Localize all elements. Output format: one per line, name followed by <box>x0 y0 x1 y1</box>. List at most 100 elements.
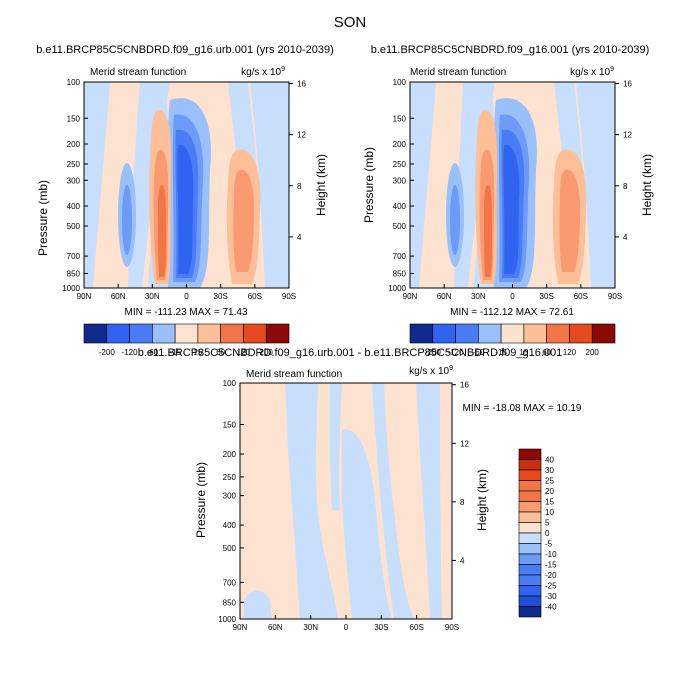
panel-1-y-tick-label: 300 <box>67 176 81 185</box>
panel-3-y-tick-label: 700 <box>223 578 237 587</box>
panel-2-contour <box>559 169 581 272</box>
figure-title: SON <box>334 14 367 31</box>
panel-1-colorbar-label: 120 <box>237 348 251 357</box>
panel-2-y-tick-label: 250 <box>393 160 407 169</box>
panel-3-contour <box>416 383 442 619</box>
panel-3-plot <box>239 382 453 620</box>
panel-1-x-tick-label: 30S <box>214 292 228 301</box>
panel-3-colorbar-label: -10 <box>545 550 557 559</box>
panel-1-y-tick-label: 100 <box>67 78 81 87</box>
panel-2-ylabel-right: Height (km) <box>640 154 654 216</box>
panel-1: b.e11.BRCP85C5CNBDRD.f09_g16.urb.001 (yr… <box>36 44 334 357</box>
panel-2-colorbar-label: 15 <box>519 348 528 357</box>
panel-3-colorbar-label: -15 <box>545 561 557 570</box>
panel-2-y-right-tick-label: 16 <box>623 80 632 89</box>
panel-1-colorbar-box <box>220 323 244 344</box>
panel-3: b.e11.BRCP85C5CNBDRD.f09_g16.urb.001 - b… <box>138 347 582 632</box>
panel-1-y-tick-label: 850 <box>67 269 81 278</box>
panel-2-colorbar-label: 60 <box>542 348 551 357</box>
panel-2-contour <box>410 82 436 288</box>
panel-1-x-tick-label: 0 <box>184 292 189 301</box>
panel-1-colorbar-box <box>129 323 153 344</box>
panel-2-y-tick-label: 100 <box>393 78 407 87</box>
panel-1-y-tick-label: 150 <box>67 114 81 123</box>
panel-1-y-right-tick-label: 12 <box>297 131 306 140</box>
panel-3-colorbar-label: 20 <box>545 487 554 496</box>
panel-3-colorbar-box <box>518 532 542 544</box>
panel-3-colorbar-label: -20 <box>545 571 557 580</box>
panel-2: b.e11.BRCP85C5CNBDRD.f09_g16.001 (yrs 20… <box>362 44 654 357</box>
panel-1-colorbar-label: 200 <box>260 348 274 357</box>
panel-2-contour <box>484 185 492 277</box>
panel-2-left-label: Merid stream function <box>410 67 506 78</box>
panel-1-left-label: Merid stream function <box>90 67 186 78</box>
panel-1-colorbar-label: -60 <box>147 348 159 357</box>
panel-3-y-right-tick-label: 16 <box>460 381 469 390</box>
panel-1-y-right-tick-label: 16 <box>297 80 306 89</box>
panel-1-contour <box>122 185 132 255</box>
panel-2-y-tick-label: 850 <box>393 269 407 278</box>
panel-1-minmax: MIN = -111.23 MAX = 71.43 <box>124 307 247 318</box>
panel-3-colorbar-box <box>518 606 542 618</box>
panel-3-colorbar-label: -30 <box>545 592 557 601</box>
panel-3-contour <box>342 429 392 619</box>
panel-3-colorbar-box <box>518 543 542 555</box>
panel-3-colorbar-box <box>518 490 542 502</box>
panel-3-x-tick-label: 90S <box>445 623 459 632</box>
panel-2-colorbar-box <box>409 323 434 344</box>
panel-2-x-tick-label: 90N <box>403 292 418 301</box>
panel-3-colorbar-label: 15 <box>545 498 554 507</box>
panel-1-contour <box>250 82 289 288</box>
panel-2-contour <box>450 185 460 255</box>
panel-1-contour <box>233 169 255 272</box>
panel-2-colorbar-label: 200 <box>586 348 600 357</box>
panel-3-colorbar-box <box>518 501 542 513</box>
panel-3-colorbar-label: 40 <box>545 456 554 465</box>
panel-1-contour <box>158 185 166 277</box>
panel-2-colorbar-label: -60 <box>473 348 485 357</box>
panel-3-x-tick-label: 30N <box>303 623 318 632</box>
panel-3-contour <box>244 590 272 619</box>
panel-1-x-tick-label: 90N <box>77 292 92 301</box>
panel-2-x-tick-label: 30S <box>540 292 554 301</box>
panel-3-ylabel-right: Height (km) <box>475 469 489 531</box>
panel-2-colorbar-box <box>523 323 547 344</box>
panel-2-y-right-tick-label: 4 <box>623 233 628 242</box>
panel-3-y-tick-label: 250 <box>223 473 237 482</box>
panel-1-title: b.e11.BRCP85C5CNBDRD.f09_g16.urb.001 (yr… <box>36 44 334 56</box>
panel-3-y-tick-label: 1000 <box>218 615 236 624</box>
panel-1-x-tick-label: 90S <box>282 292 296 301</box>
panel-3-ylabel: Pressure (mb) <box>194 462 208 538</box>
panel-2-x-tick-label: 60S <box>574 292 588 301</box>
panel-2-colorbar-box <box>591 323 616 344</box>
panel-2-colorbar-box <box>500 323 525 344</box>
panel-2-units: kg/s x 109 <box>570 66 614 78</box>
panel-2-contour <box>503 144 520 274</box>
panel-1-ylabel-right: Height (km) <box>314 154 328 216</box>
panel-3-x-tick-label: 0 <box>344 623 349 632</box>
panel-3-y-tick-label: 150 <box>223 421 237 430</box>
panel-3-colorbar-label: 5 <box>545 519 550 528</box>
panel-1-y-right-tick-label: 4 <box>297 233 302 242</box>
panel-3-colorbar-label: -40 <box>545 603 557 612</box>
panel-1-colorbar-box <box>106 323 130 344</box>
panel-3-colorbar-box <box>518 574 542 586</box>
panel-1-colorbar-label: -200 <box>99 348 116 357</box>
panel-3-y-tick-label: 400 <box>223 521 237 530</box>
panel-3-contour <box>372 383 414 619</box>
panel-3-colorbar-box <box>518 459 542 471</box>
panel-1-colorbar-label: -15 <box>169 348 181 357</box>
panel-3-colorbar-label: -25 <box>545 582 557 591</box>
panel-2-y-tick-label: 700 <box>393 252 407 261</box>
panel-2-y-tick-label: 400 <box>393 202 407 211</box>
panel-1-x-tick-label: 60S <box>248 292 262 301</box>
panel-1-colorbar-box <box>243 323 267 344</box>
panel-2-y-tick-label: 500 <box>393 222 407 231</box>
panel-3-y-tick-label: 200 <box>223 450 237 459</box>
panel-1-colorbar-box <box>197 323 221 344</box>
panel-1-plot <box>83 81 290 289</box>
panel-3-title: b.e11.BRCP85C5CNBDRD.f09_g16.urb.001 - b… <box>138 347 563 359</box>
panel-2-plot <box>409 81 616 289</box>
panel-3-contour <box>285 383 338 619</box>
